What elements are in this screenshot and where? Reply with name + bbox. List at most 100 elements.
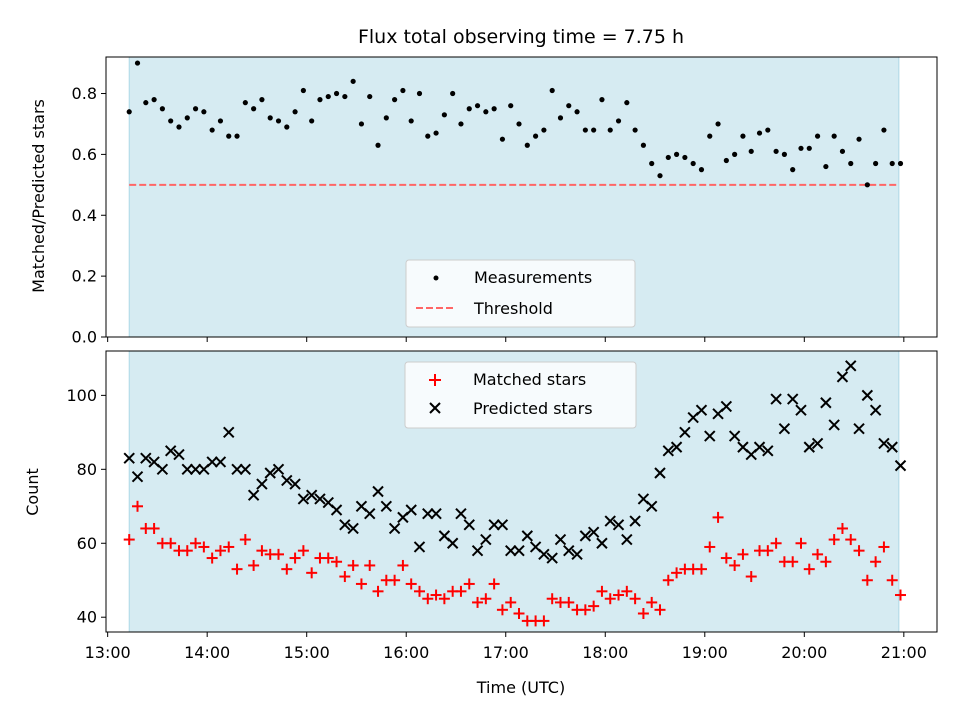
ratio-panel: 0.00.20.40.60.8 Matched/Predicted stars …	[29, 56, 938, 347]
measurement-point	[450, 90, 456, 97]
predicted-point	[372, 485, 384, 498]
matched-point	[214, 545, 226, 557]
matched-point	[455, 585, 467, 597]
matched-point	[123, 534, 135, 546]
matched-point	[812, 548, 824, 560]
measurement-point	[765, 127, 771, 133]
matched-point	[629, 593, 641, 605]
measurement-point	[599, 97, 605, 103]
measurement-point	[748, 148, 754, 154]
measurement-point	[756, 130, 763, 136]
measurement-point	[499, 136, 506, 142]
predicted-point	[380, 500, 393, 512]
matched-point	[289, 552, 301, 564]
matched-point	[729, 559, 741, 571]
predicted-point	[612, 519, 625, 531]
predicted-point	[164, 445, 177, 457]
measurement-point	[300, 87, 306, 94]
measurement-point	[823, 163, 829, 170]
predicted-point	[206, 456, 218, 468]
predicted-point	[272, 463, 285, 476]
measurement-point	[358, 121, 365, 127]
measurement-point	[151, 97, 157, 103]
measurement-point	[408, 118, 414, 124]
matched-point	[306, 567, 318, 579]
measurement-point	[740, 133, 746, 139]
measurement-point	[781, 151, 788, 157]
measurement-point	[126, 109, 132, 115]
bottom-xtick-label: 14:00	[184, 643, 230, 662]
matched-point	[845, 534, 857, 546]
measurement-point	[309, 118, 315, 124]
predicted-point	[247, 489, 260, 501]
measurement-point	[474, 103, 481, 109]
measurement-point	[557, 115, 564, 121]
measurement-point	[275, 118, 282, 124]
measurement-point	[267, 115, 273, 121]
predicted-point	[131, 471, 144, 483]
matched-point	[331, 556, 343, 568]
predicted-point	[513, 544, 525, 557]
measurement-point	[292, 109, 298, 115]
predicted-point	[239, 463, 252, 476]
measurement-point	[350, 78, 356, 84]
matched-point	[198, 541, 210, 553]
measurement-point	[168, 118, 174, 124]
predicted-point	[505, 544, 517, 557]
measurement-point	[209, 127, 215, 133]
measurement-point	[400, 87, 406, 94]
legend-predicted-marker	[429, 402, 441, 414]
predicted-point	[388, 522, 401, 535]
measurement-point	[159, 106, 165, 112]
measurement-point	[732, 151, 738, 157]
matched-points	[123, 500, 907, 627]
bottom-xtick-label: 15:00	[284, 643, 330, 662]
predicted-point	[347, 522, 359, 535]
matched-point	[646, 596, 658, 608]
predicted-point	[629, 515, 641, 527]
predicted-point	[803, 441, 815, 453]
top-legend: Measurements Threshold	[405, 259, 636, 328]
predicted-point	[886, 441, 898, 453]
predicted-point	[836, 371, 849, 383]
matched-point	[248, 559, 260, 571]
matched-point	[828, 534, 840, 546]
legend-matched-marker	[429, 374, 441, 386]
measurement-point	[176, 124, 182, 130]
measurement-point	[375, 142, 381, 148]
bottom-ytick-label: 100	[66, 386, 97, 405]
predicted-point	[305, 489, 318, 501]
predicted-point	[339, 519, 351, 531]
measurement-point	[491, 106, 497, 112]
measurement-point	[856, 136, 862, 142]
predicted-point	[720, 400, 733, 413]
predicted-point	[894, 459, 907, 472]
predicted-point	[140, 452, 152, 464]
matched-point	[239, 534, 251, 546]
measurement-point	[226, 133, 232, 139]
predicted-point	[554, 533, 567, 546]
predicted-point	[654, 467, 666, 479]
predicted-point	[189, 463, 202, 476]
top-y-label: Matched/Predicted stars	[29, 99, 48, 293]
matched-point	[372, 585, 384, 597]
matched-point	[704, 541, 716, 553]
measurement-point	[251, 106, 257, 112]
predicted-point	[571, 548, 583, 561]
predicted-point	[828, 419, 840, 431]
predicted-point	[820, 397, 832, 409]
predicted-point	[786, 393, 799, 405]
measurement-point	[532, 133, 539, 139]
predicted-point	[405, 504, 417, 516]
matched-point	[720, 552, 732, 564]
measurement-point	[640, 142, 647, 148]
measurement-point	[806, 145, 812, 151]
legend-measurements: Measurements	[474, 268, 592, 287]
predicted-point	[173, 448, 185, 461]
measurement-point	[790, 167, 796, 173]
predicted-point	[563, 544, 575, 557]
legend-measurements-marker	[433, 275, 439, 281]
matched-point	[190, 537, 202, 549]
top-axes-frame	[105, 56, 938, 338]
bottom-ytick-label: 40	[77, 608, 97, 627]
